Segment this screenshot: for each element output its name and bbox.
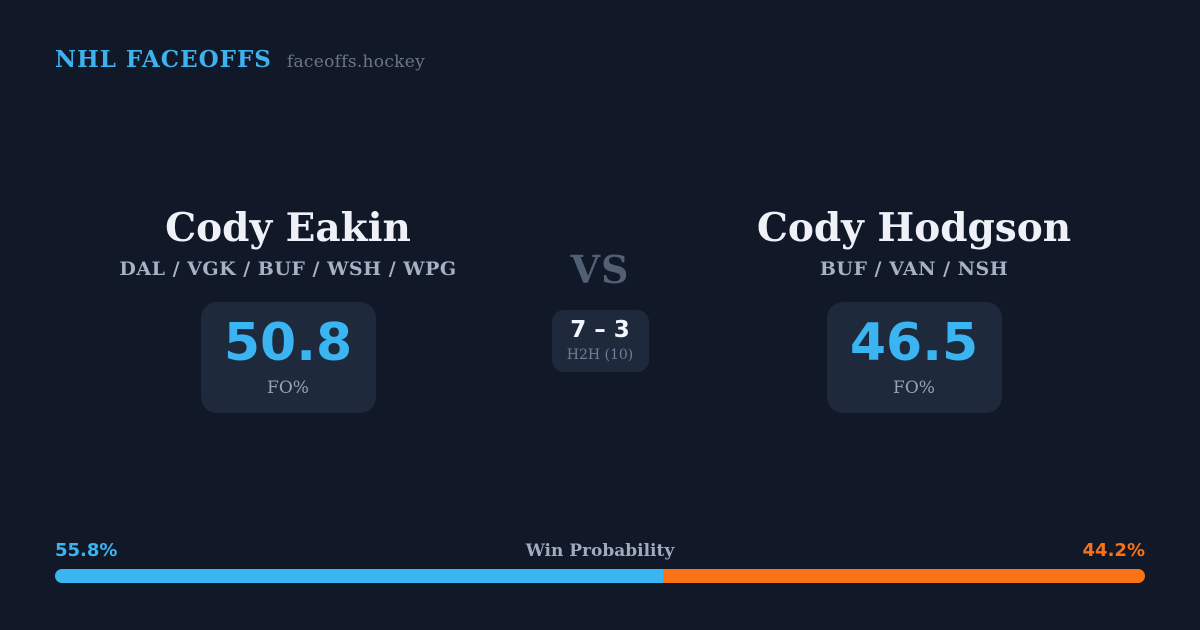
player-right: Cody Hodgson BUF / VAN / NSH 46.5 FO% <box>738 206 1090 413</box>
player-right-stat-label: FO% <box>893 377 935 398</box>
player-left-stat-value: 50.8 <box>223 312 353 373</box>
player-right-name: Cody Hodgson <box>756 205 1072 251</box>
win-probability-title: Win Probability <box>525 541 675 561</box>
site-url: faceoffs.hockey <box>286 52 426 72</box>
player-left-name: Cody Eakin <box>165 205 411 251</box>
player-left-stat-card: 50.8 FO% <box>200 301 376 413</box>
h2h-score: 7 – 3 <box>570 316 630 343</box>
player-left: Cody Eakin DAL / VGK / BUF / WSH / WPG 5… <box>112 206 464 413</box>
h2h-label: H2H (10) <box>566 346 634 363</box>
player-right-stat-value: 46.5 <box>849 312 979 373</box>
win-probability-bar <box>55 569 1145 583</box>
win-probability-bar-right-segment <box>663 569 1145 583</box>
brand-logo: NHL FACEOFFS <box>55 46 272 73</box>
player-left-stat-label: FO% <box>267 377 309 398</box>
win-probability-bar-left-segment <box>55 569 664 583</box>
vs-label: VS <box>570 247 630 292</box>
header: NHL FACEOFFS faceoffs.hockey <box>55 46 425 73</box>
player-right-stat-card: 46.5 FO% <box>826 301 1002 413</box>
player-right-teams: BUF / VAN / NSH <box>819 257 1009 280</box>
h2h-card: 7 – 3 H2H (10) <box>551 309 649 372</box>
win-probability-left-pct: 55.8% <box>55 540 118 561</box>
win-probability-labels: 55.8% Win Probability 44.2% <box>55 540 1145 561</box>
versus-section: VS 7 – 3 H2H (10) <box>500 249 700 372</box>
win-probability-right-pct: 44.2% <box>1082 540 1145 561</box>
player-left-teams: DAL / VGK / BUF / WSH / WPG <box>119 257 457 280</box>
